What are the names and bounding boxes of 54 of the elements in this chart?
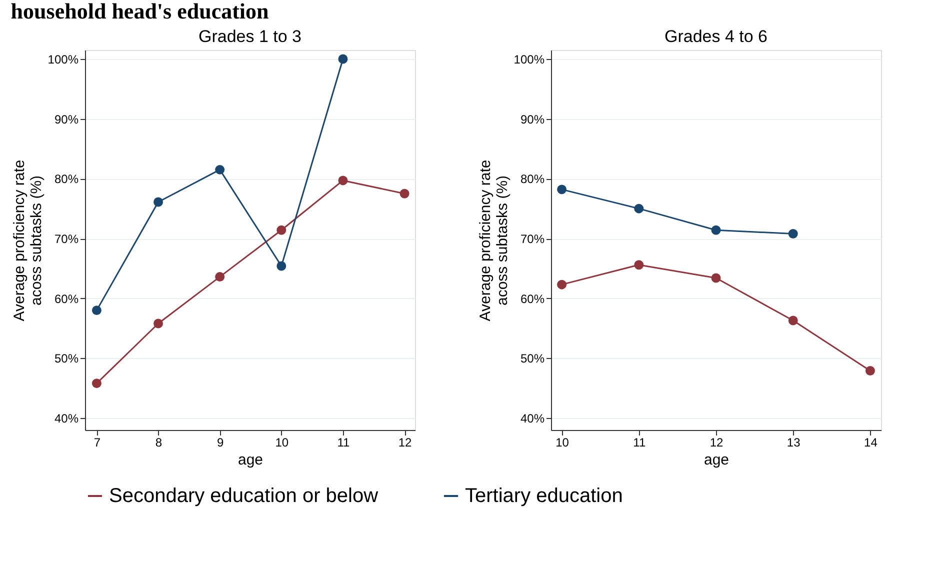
x-axis-title: age [704,452,730,468]
point [865,366,875,376]
point [711,273,721,283]
y-axis-title: Average proficiency rate acoss subtasks (%) [476,160,511,322]
point [154,197,164,207]
point [788,228,798,238]
x-tick-label: 14 [864,436,878,450]
y-axis-title: Average proficiency rate acoss subtasks (%) [10,160,45,322]
x-tick-label: 11 [633,436,646,450]
y-tick-label: 60% [54,292,79,306]
y-tick-label: 70% [520,232,545,246]
y-tick-label: 60% [520,292,545,306]
x-tick-label: 13 [786,436,801,450]
point [557,184,567,194]
y-tick-label: 100% [48,52,79,66]
point [634,260,644,270]
x-tick-label: 12 [710,436,724,450]
y-tick-label: 80% [54,172,79,186]
x-tick-label: 8 [155,436,162,450]
point [400,188,410,198]
x-tick-label: 9 [216,436,224,450]
point [92,378,102,388]
legend-label: Secondary education or below [109,485,379,507]
point [215,164,225,174]
point [276,225,286,235]
x-tick-label: 12 [398,436,412,450]
point [788,316,798,326]
legend-label: Tertiary education [465,485,623,507]
chart-title: Grades 1 to 3 [198,27,302,46]
point [215,272,225,282]
x-tick-label: 7 [94,436,101,450]
x-tick-label: 10 [275,436,289,450]
x-axis-title: age [238,452,264,468]
x-tick-label: 10 [556,436,570,450]
chart-title: Grades 4 to 6 [664,27,768,46]
y-tick-label: 90% [54,112,79,126]
y-tick-label: 40% [54,412,79,426]
point [276,261,286,271]
point [154,318,164,328]
text: household head's education [10,0,269,24]
y-tick-label: 40% [520,412,545,426]
y-tick-label: 50% [520,352,545,366]
y-tick-label: 90% [520,112,545,126]
point [92,306,102,316]
point [711,225,721,235]
y-tick-label: 70% [54,232,79,246]
y-tick-label: 100% [514,52,545,66]
x-tick-label: 11 [337,436,350,450]
y-tick-label: 80% [520,172,545,186]
point [338,176,348,186]
y-tick-label: 50% [54,352,79,366]
point [634,204,644,214]
point [338,54,348,64]
point [557,280,567,290]
